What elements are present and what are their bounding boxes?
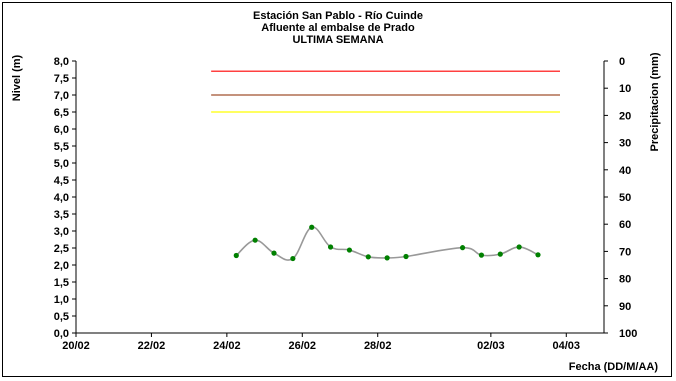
level-data-point xyxy=(384,255,390,261)
level-data-point xyxy=(535,252,541,258)
right-axis-tick-label: 30 xyxy=(619,138,631,150)
level-data-point xyxy=(346,247,353,253)
y-axis-right-label: Precipitacion (mm) xyxy=(649,52,661,151)
right-axis-tick-label: 0 xyxy=(619,56,625,68)
x-axis-ticks: 20/02 22/02 24/02 26/02 28/02 02/03 04/03 xyxy=(62,333,580,352)
level-data-point xyxy=(309,224,315,230)
left-axis-tick-label: 7,5 xyxy=(54,73,69,85)
right-axis-tick-label: 50 xyxy=(619,192,631,204)
level-data-point xyxy=(403,253,409,260)
left-axis-tick-label: 1,5 xyxy=(54,277,69,289)
left-axis-tick-label: 5,0 xyxy=(54,158,69,170)
left-axis-tick-label: 6,0 xyxy=(54,124,69,136)
left-axis-tick-label: 4,5 xyxy=(54,175,69,187)
level-data-point xyxy=(327,244,334,250)
x-axis-tick-label: 22/02 xyxy=(138,340,166,352)
level-data-point xyxy=(365,254,371,260)
left-axis-tick-label: 5,5 xyxy=(54,141,69,153)
right-axis-tick-label: 70 xyxy=(619,246,631,258)
left-axis-tick-label: 4,0 xyxy=(54,192,69,204)
chart-subtitle-line-1: Afluente al embalse de Prado xyxy=(261,22,415,34)
x-axis-tick-label: 04/03 xyxy=(553,340,581,352)
chart-title: Estación San Pablo - Río Cuinde xyxy=(253,10,423,22)
threshold-lines xyxy=(211,70,560,113)
x-axis-tick-label: 28/02 xyxy=(364,340,392,352)
x-axis-label: Fecha (DD/M/AA) xyxy=(569,361,659,373)
level-data-point xyxy=(233,252,239,259)
left-axis-tick-label: 0,5 xyxy=(54,311,69,323)
right-axis-tick-label: 40 xyxy=(619,165,631,177)
left-axis-tick-label: 2,5 xyxy=(54,243,69,255)
right-axis-tick-label: 80 xyxy=(619,274,631,286)
left-axis-tick-label: 6,5 xyxy=(54,107,69,119)
level-data-point xyxy=(290,255,296,262)
left-axis-ticks: 0,0 0,5 1,0 1,5 2,0 2,5 3,0 3,5 4,0 4,5 5,0 5,5 6,0 6… xyxy=(54,56,76,340)
chart-subtitle-line-2: ULTIMA SEMANA xyxy=(292,34,383,46)
chart-frame xyxy=(2,2,672,377)
right-axis-tick-label: 100 xyxy=(619,328,637,340)
x-axis-tick-label: 24/02 xyxy=(213,340,241,352)
level-series-line xyxy=(235,226,539,261)
y-axis-left-label: Nivel (m) xyxy=(11,54,23,101)
right-axis-tick-label: 90 xyxy=(619,301,631,313)
x-axis-tick-label: 20/02 xyxy=(62,340,90,352)
left-axis-tick-label: 2,0 xyxy=(54,260,69,272)
plot-area xyxy=(75,61,605,334)
left-axis-tick-label: 3,0 xyxy=(54,226,69,238)
right-axis-tick-label: 20 xyxy=(619,110,631,122)
level-data-point xyxy=(459,245,466,251)
left-axis-tick-label: 0,0 xyxy=(54,328,69,340)
x-axis-tick-label: 26/02 xyxy=(289,340,317,352)
x-axis-tick-label: 02/03 xyxy=(477,340,505,352)
level-data-point xyxy=(516,244,522,250)
right-axis-tick-label: 10 xyxy=(619,83,631,95)
right-axis-tick-label: 60 xyxy=(619,219,631,231)
left-axis-tick-label: 8,0 xyxy=(54,56,69,68)
level-data-point xyxy=(271,250,277,256)
left-axis-tick-label: 1,0 xyxy=(54,294,69,306)
level-series xyxy=(233,224,541,262)
level-data-point xyxy=(497,251,503,257)
level-data-point xyxy=(252,237,258,243)
left-axis-tick-label: 3,5 xyxy=(54,209,69,221)
level-data-point xyxy=(478,252,485,258)
left-axis-tick-label: 7,0 xyxy=(54,90,69,102)
right-axis-ticks: 0 10 20 30 40 50 60 70 80 90 100 xyxy=(604,56,637,340)
